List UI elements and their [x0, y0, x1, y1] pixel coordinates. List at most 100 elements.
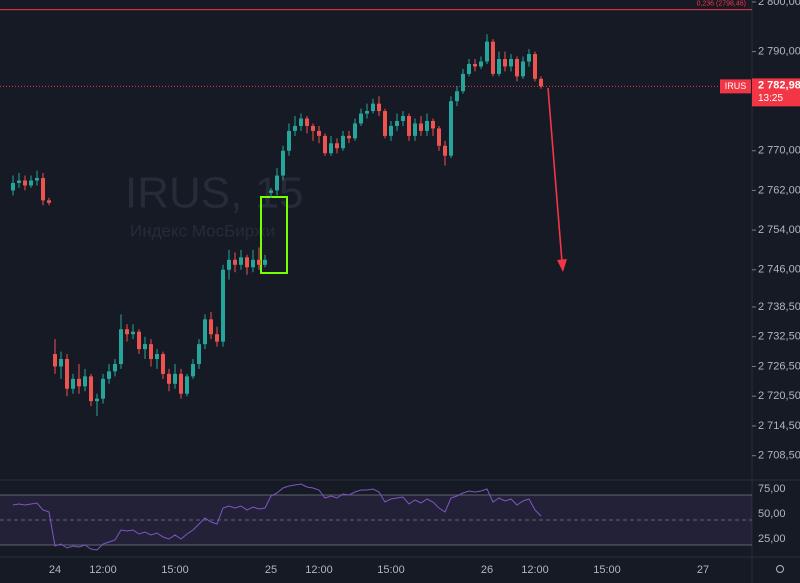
- candle-body: [455, 91, 459, 102]
- candle-body: [473, 63, 477, 67]
- y-tick-label: 75,00: [758, 483, 786, 495]
- settings-icon[interactable]: [776, 565, 784, 573]
- y-tick-label: 2 762,00: [758, 184, 800, 196]
- candle-body: [287, 130, 291, 151]
- candle-body: [101, 378, 105, 399]
- candle-body: [311, 125, 315, 131]
- candle-body: [365, 111, 369, 114]
- x-tick-label: 27: [697, 564, 709, 576]
- candle-body: [539, 78, 543, 87]
- x-tick-label: 25: [265, 564, 277, 576]
- candle-body: [317, 130, 321, 136]
- candle-body: [239, 257, 243, 265]
- candle-body: [215, 334, 219, 342]
- candle-body: [17, 180, 21, 183]
- price-tag: [752, 78, 800, 107]
- candle-body: [77, 378, 81, 387]
- symbol-tag: [720, 79, 751, 94]
- candle-body: [383, 111, 387, 136]
- candle-body: [59, 359, 63, 367]
- candle-body: [125, 329, 129, 335]
- y-tick-label: 2 714,50: [758, 420, 800, 432]
- y-tick-label: 2 800,00: [758, 0, 800, 8]
- y-tick-label: 2 790,00: [758, 45, 800, 57]
- candle-body: [47, 200, 51, 203]
- candle-body: [233, 259, 237, 265]
- candle-body: [389, 125, 393, 136]
- candle-body: [197, 344, 201, 364]
- y-tick-label: 25,00: [758, 533, 786, 545]
- x-tick-label: 15:00: [593, 564, 621, 576]
- candle-body: [449, 101, 453, 156]
- candle-body: [503, 59, 507, 67]
- candle-body: [353, 123, 357, 139]
- candle-body: [413, 123, 417, 136]
- candle-body: [497, 59, 501, 74]
- x-tick-label: 15:00: [161, 564, 189, 576]
- candle-body: [359, 113, 363, 124]
- candle-body: [407, 116, 411, 136]
- candle-body: [11, 182, 15, 191]
- x-tick-label: 12:00: [521, 564, 549, 576]
- candle-body: [227, 259, 231, 270]
- candle-body: [395, 120, 399, 126]
- candle-body: [83, 376, 87, 387]
- candle-body: [401, 116, 405, 121]
- candle-body: [203, 319, 207, 345]
- candle-body: [191, 363, 195, 377]
- symbol-label: IRUS: [725, 81, 747, 91]
- candle-body: [509, 59, 513, 67]
- x-tick-label: 15:00: [377, 564, 405, 576]
- price-tag-label: 2 782,98: [758, 79, 800, 91]
- candle-body: [461, 73, 465, 92]
- candle-body: [263, 259, 267, 265]
- y-tick-label: 50,00: [758, 508, 786, 520]
- x-tick-label: 26: [481, 564, 493, 576]
- candle-body: [443, 145, 447, 156]
- candle-body: [167, 373, 171, 384]
- candle-body: [95, 398, 99, 402]
- candle-body: [41, 178, 45, 201]
- candle-body: [533, 54, 537, 79]
- highlight-box: [260, 196, 288, 274]
- candle-body: [293, 125, 297, 131]
- y-tick-label: 2 754,00: [758, 224, 800, 236]
- candle-body: [161, 354, 165, 374]
- candle-body: [347, 135, 351, 139]
- candle-body: [35, 178, 39, 181]
- candle-body: [107, 371, 111, 379]
- candle-body: [437, 128, 441, 146]
- y-tick-label: 2 746,00: [758, 264, 800, 276]
- candle-body: [467, 63, 471, 74]
- candle-body: [515, 59, 519, 77]
- candle-body: [71, 378, 75, 389]
- y-tick-label: 2 726,50: [758, 360, 800, 372]
- candle-body: [53, 354, 57, 367]
- x-tick-label: 12:00: [89, 564, 117, 576]
- candle-body: [155, 354, 159, 360]
- candle-body: [29, 180, 33, 186]
- candle-body: [485, 41, 489, 62]
- candle-body: [65, 359, 69, 389]
- candle-body: [131, 331, 135, 335]
- x-tick-label: 12:00: [305, 564, 333, 576]
- candle-body: [179, 373, 183, 394]
- y-tick-label: 2 732,50: [758, 331, 800, 343]
- candle-body: [257, 259, 261, 265]
- candle-body: [323, 135, 327, 154]
- watermark-subtitle: Индекс МосБиржи: [130, 221, 275, 240]
- candle-body: [281, 150, 285, 176]
- candle-body: [245, 257, 249, 268]
- x-tick-label: 24: [49, 564, 61, 576]
- candle-body: [23, 180, 27, 186]
- y-tick-label: 2 770,00: [758, 145, 800, 157]
- candle-body: [431, 120, 435, 129]
- candle-body: [143, 344, 147, 350]
- candle-body: [419, 123, 423, 131]
- candle-body: [173, 373, 177, 384]
- candle-body: [251, 259, 255, 268]
- arrow-line: [547, 87, 563, 263]
- candle-body: [89, 376, 93, 402]
